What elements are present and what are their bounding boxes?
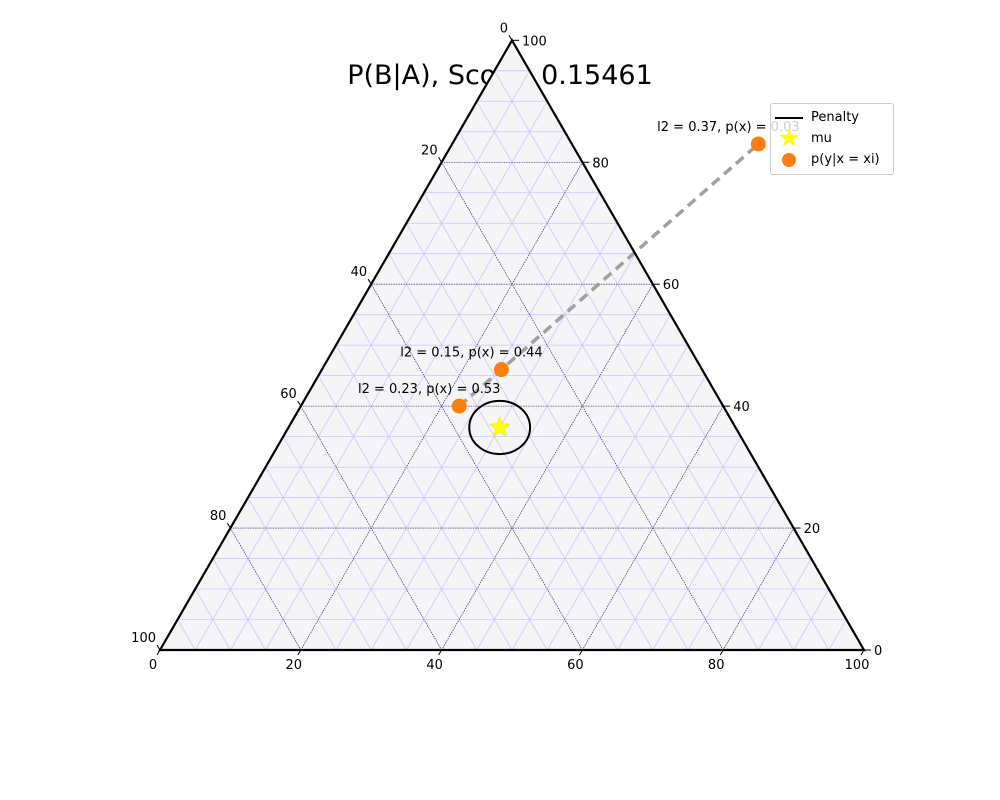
fine-gridline xyxy=(388,253,618,651)
fine-gridline xyxy=(282,436,407,651)
data-point xyxy=(493,362,509,378)
left-tick xyxy=(156,644,161,651)
fine-gridline xyxy=(828,619,847,651)
fine-gridline xyxy=(406,253,636,651)
left-tick-label: 40 xyxy=(351,265,368,280)
fine-gridline xyxy=(441,162,724,651)
fine-gridline xyxy=(476,314,671,651)
legend-label: mu xyxy=(811,131,832,146)
fine-gridline xyxy=(265,466,372,651)
data-point-label: l2 = 0.37, p(x) = 0.03 xyxy=(657,120,799,135)
bottom-tick-label: 100 xyxy=(845,658,870,673)
data-point xyxy=(451,398,467,414)
data-point-label: l2 = 0.15, p(x) = 0.44 xyxy=(400,346,542,361)
fine-gridline xyxy=(353,314,548,651)
bottom-tick xyxy=(578,649,583,656)
bottom-tick-label: 20 xyxy=(286,658,303,673)
fine-gridline xyxy=(335,192,601,651)
mu-star-marker xyxy=(488,415,511,437)
major-gridline xyxy=(370,284,583,651)
star-icon: ★ xyxy=(778,124,800,152)
data-point-label: l2 = 0.23, p(x) = 0.53 xyxy=(358,382,500,397)
fine-gridline xyxy=(194,588,231,651)
left-tick xyxy=(438,156,443,163)
left-tick-label: 20 xyxy=(421,143,438,158)
right-tick-label: 0 xyxy=(874,644,882,659)
right-tick-label: 20 xyxy=(804,522,821,537)
major-gridline xyxy=(230,527,302,651)
left-tick-label: 0 xyxy=(500,21,508,36)
penalty-circle xyxy=(468,399,532,456)
legend-line-marker xyxy=(775,116,803,119)
fine-gridline xyxy=(265,131,566,651)
fine-gridline xyxy=(617,436,742,651)
legend-label: p(y|x = xi) xyxy=(811,152,880,167)
data-point xyxy=(750,136,766,152)
fine-gridline xyxy=(687,497,777,651)
left-tick-label: 100 xyxy=(131,631,156,646)
fine-gridline xyxy=(423,192,689,651)
bottom-tick xyxy=(719,649,724,656)
fine-gridline xyxy=(406,223,654,651)
major-gridline xyxy=(441,284,654,651)
legend: Penalty ★ mu p(y|x = xi) xyxy=(770,103,894,175)
right-tick-label: 100 xyxy=(522,34,547,49)
legend-entry-penalty: Penalty xyxy=(771,107,893,128)
fine-gridline xyxy=(546,375,706,651)
fine-gridline xyxy=(494,70,830,651)
bottom-tick xyxy=(860,649,865,656)
bottom-tick-label: 40 xyxy=(426,658,443,673)
fine-gridline xyxy=(194,70,530,651)
fine-gridline xyxy=(212,558,266,651)
bottom-tick xyxy=(156,649,161,656)
left-tick-label: 80 xyxy=(210,509,227,524)
bottom-tick-label: 80 xyxy=(708,658,725,673)
major-gridline xyxy=(300,405,442,651)
fine-gridline xyxy=(758,558,812,651)
right-tick-label: 60 xyxy=(663,278,680,293)
legend-label: Penalty xyxy=(811,110,859,125)
fine-gridline xyxy=(458,131,759,651)
bottom-tick-label: 60 xyxy=(567,658,584,673)
fine-gridline xyxy=(177,619,196,651)
fine-gridline xyxy=(476,101,794,651)
bottom-tick-label: 0 xyxy=(149,658,157,673)
bottom-tick xyxy=(438,649,443,656)
left-tick xyxy=(297,400,302,407)
left-tick xyxy=(367,278,372,285)
triangle-frame xyxy=(158,38,866,652)
left-tick-label: 60 xyxy=(280,387,297,402)
fine-gridline xyxy=(247,497,337,651)
right-tick-label: 40 xyxy=(733,400,750,415)
left-tick xyxy=(226,522,231,529)
fine-gridline xyxy=(318,375,478,651)
major-gridline xyxy=(722,527,794,651)
right-tick-label: 80 xyxy=(592,156,609,171)
left-tick xyxy=(508,35,513,41)
bottom-tick xyxy=(297,649,302,656)
fine-gridline xyxy=(335,344,513,651)
circle-marker-icon xyxy=(782,152,796,167)
legend-entry-mu: ★ mu xyxy=(771,124,893,152)
legend-entry-points: p(y|x = xi) xyxy=(771,149,893,170)
